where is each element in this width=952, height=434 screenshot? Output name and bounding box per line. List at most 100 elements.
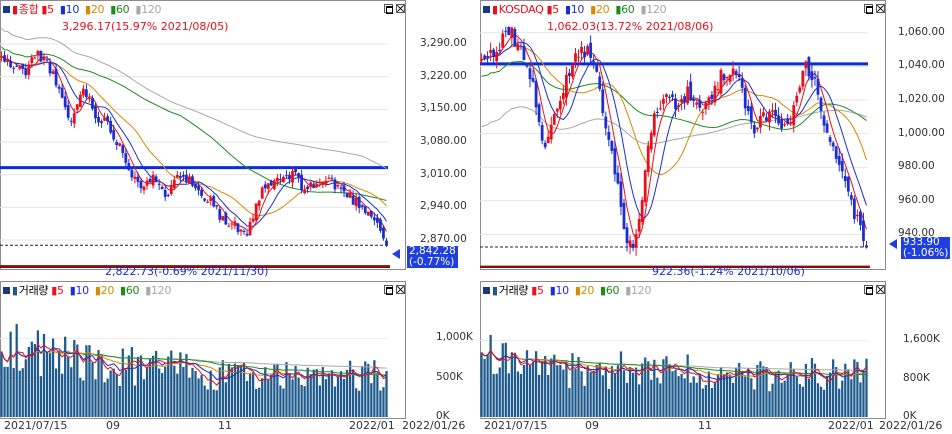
close-icon[interactable] [396, 285, 405, 294]
candle [206, 199, 210, 204]
candle [516, 38, 520, 52]
maximize-icon[interactable] [384, 4, 393, 14]
close-icon[interactable] [396, 4, 405, 13]
candle [339, 184, 343, 194]
candle-body [257, 200, 261, 206]
candle [610, 140, 614, 155]
volume-bar [51, 338, 55, 417]
candle-body [777, 115, 780, 124]
volume-bar [731, 382, 735, 417]
candle [288, 171, 291, 184]
candle-body [492, 49, 496, 57]
candle-body [154, 176, 158, 182]
candle [166, 193, 170, 198]
candle-body [303, 189, 307, 194]
candle [695, 99, 699, 110]
kospi-candle-chart[interactable] [0, 16, 406, 268]
candle [112, 124, 116, 142]
ma5-line [481, 34, 867, 240]
candle [519, 43, 523, 50]
candle [306, 184, 310, 194]
maximize-icon[interactable] [864, 4, 873, 14]
close-icon[interactable] [876, 4, 885, 13]
close-icon[interactable] [876, 285, 885, 294]
candle-body [616, 172, 620, 184]
volume-bar [142, 379, 146, 417]
kosdaq-price-panel[interactable]: ▮ KOSDAQ ▮5 ▮10 ▮20 ▮60 ▮120 [480, 0, 886, 270]
candle-body [366, 211, 370, 216]
candle [586, 44, 590, 56]
volume-bar [583, 386, 586, 417]
candle [106, 113, 110, 125]
candle [522, 38, 526, 61]
kosdaq-volume-legend: ▮ 거래량 ▮5 ▮10 ▮20 ▮60 ▮120 [483, 283, 657, 297]
candle [84, 84, 88, 100]
candle [674, 93, 677, 118]
kospi-volume-chart[interactable] [0, 297, 406, 419]
candle [783, 121, 787, 127]
candle-body [710, 94, 714, 99]
vol-ma5-line [481, 349, 867, 384]
kosdaq-candle-chart[interactable] [480, 16, 886, 268]
volume-bar [759, 361, 762, 417]
candle [719, 67, 723, 98]
volume-bar [42, 333, 46, 417]
legend-ma20: ▮20 [590, 2, 610, 16]
candle-body [564, 74, 568, 98]
volume-bar [647, 361, 650, 417]
kosdaq-volume-chart[interactable] [480, 297, 886, 419]
candle-body [145, 180, 149, 186]
candle-body [12, 67, 16, 69]
volume-bar [710, 387, 714, 417]
volume-bar [339, 371, 343, 417]
candle [354, 192, 358, 211]
legend-symbol-name: 종합 [18, 3, 39, 16]
kospi-price-panel[interactable]: ▮ 종합 ▮5 ▮10 ▮20 ▮60 ▮120 [0, 0, 406, 270]
candle [66, 100, 70, 121]
candle [680, 94, 683, 111]
candle [537, 102, 541, 127]
candle-body [552, 114, 556, 125]
volume-bar [804, 363, 808, 417]
candle-body [722, 74, 726, 81]
volume-bar [91, 362, 94, 417]
candle [613, 140, 617, 182]
candle-body [94, 106, 97, 119]
volume-bar [528, 365, 532, 417]
volume-bar [79, 377, 82, 417]
candle [236, 222, 240, 235]
candle-body [181, 175, 185, 177]
volume-bar [483, 359, 486, 417]
volume-bar [789, 362, 792, 417]
volume-bar [121, 348, 124, 417]
legend-ma60: ▮60 [110, 2, 130, 16]
candle [816, 71, 820, 101]
candle [127, 158, 131, 172]
candle-body [321, 182, 325, 185]
volume-bar [206, 389, 209, 417]
volume-bar [741, 372, 744, 417]
volume-bar [309, 374, 312, 417]
maximize-icon[interactable] [864, 285, 873, 295]
candle-body [48, 62, 52, 74]
candle-body [157, 183, 161, 185]
candle [181, 171, 185, 182]
candle-body [379, 219, 382, 231]
candle-body [801, 70, 805, 87]
volume-bar [522, 364, 526, 417]
volume-bar [70, 367, 73, 417]
maximize-icon[interactable] [384, 285, 393, 295]
volume-bar [352, 369, 355, 417]
candle-body [91, 98, 94, 109]
date-tick-4: 2022/01/26 [402, 419, 466, 432]
candle [486, 51, 489, 63]
price-tick-5: 960.00 [898, 193, 935, 206]
candle [504, 26, 508, 38]
candle-body [339, 187, 343, 189]
candle [303, 184, 307, 195]
candle-body [531, 77, 535, 82]
price-tick-6: 940.00 [898, 227, 935, 240]
volume-bar [641, 363, 644, 417]
volume-bar [534, 351, 538, 417]
candle-body [127, 163, 131, 171]
